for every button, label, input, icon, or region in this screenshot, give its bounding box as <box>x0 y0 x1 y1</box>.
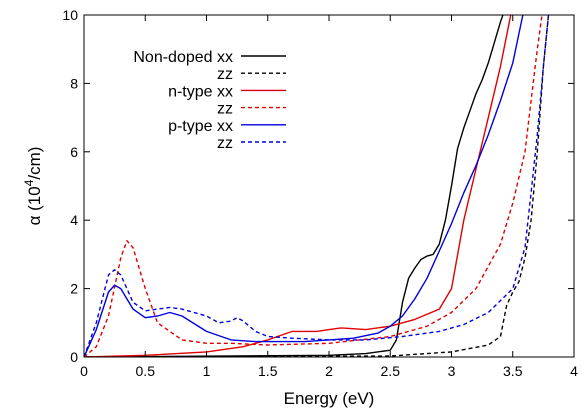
series-line-4 <box>84 15 524 357</box>
x-tick-label: 4 <box>570 363 578 379</box>
x-tick-label: 3.5 <box>503 363 523 379</box>
legend-label-1: zz <box>217 66 233 83</box>
legend-label-3: zz <box>217 101 233 118</box>
y-tick-label: 6 <box>70 144 78 160</box>
y-axis-title-superscript: 4 <box>22 179 36 186</box>
y-tick-label: 0 <box>70 349 78 365</box>
x-tick-label: 0.5 <box>136 363 156 379</box>
y-axis-title-suffix: /cm) <box>25 147 44 180</box>
y-tick-label: 2 <box>70 281 78 297</box>
series-line-3 <box>84 15 543 357</box>
legend-label-5: zz <box>217 135 233 152</box>
legend-label-2: n-type xx <box>168 83 233 100</box>
x-axis-title: Energy (eV) <box>284 389 375 408</box>
y-tick-label: 8 <box>70 75 78 91</box>
x-tick-label: 2 <box>325 363 333 379</box>
x-tick-label: 1.5 <box>258 363 278 379</box>
x-tick-label: 2.5 <box>381 363 401 379</box>
y-axis-title: α (104/cm) <box>22 147 44 226</box>
series-line-2 <box>84 15 512 357</box>
series-line-5 <box>84 15 550 357</box>
y-tick-label: 4 <box>70 212 78 228</box>
ticks-layer: 0 0.5 1 1.5 2 2.5 3 3.5 4 0 2 4 6 8 10 <box>62 7 578 379</box>
legend-label-4: p-type xx <box>168 118 233 135</box>
y-axis-title-prefix: α (10 <box>25 186 44 225</box>
x-tick-label: 0 <box>80 363 88 379</box>
legend-label-0: Non-doped xx <box>133 49 233 66</box>
series-line-0 <box>84 15 504 357</box>
x-tick-label: 3 <box>448 363 456 379</box>
x-tick-label: 1 <box>203 363 211 379</box>
y-tick-label: 10 <box>62 7 78 23</box>
